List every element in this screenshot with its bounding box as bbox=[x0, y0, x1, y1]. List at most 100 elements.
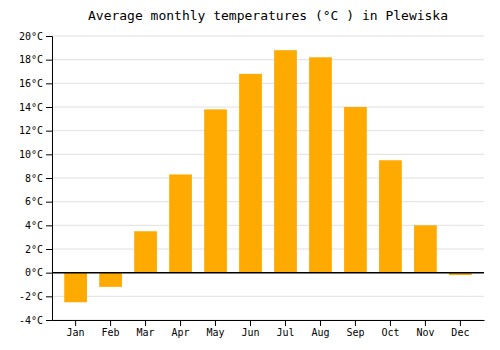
bar bbox=[239, 74, 262, 273]
y-tick-mark bbox=[46, 178, 52, 179]
y-tick-label: 16°C bbox=[19, 78, 43, 89]
y-tick-label: 12°C bbox=[19, 125, 43, 136]
x-tick: Mar bbox=[137, 320, 155, 338]
grid-line bbox=[52, 107, 484, 108]
y-tick: 14°C bbox=[19, 102, 52, 113]
y-tick-label: 4°C bbox=[25, 220, 43, 231]
grid-line bbox=[52, 154, 484, 155]
y-tick: -4°C bbox=[19, 315, 52, 326]
y-tick-label: -2°C bbox=[19, 291, 43, 302]
y-tick-mark bbox=[46, 273, 52, 274]
y-tick-mark bbox=[46, 202, 52, 203]
x-tick: May bbox=[206, 320, 224, 338]
y-tick-label: 10°C bbox=[19, 149, 43, 160]
x-tick: Nov bbox=[416, 320, 434, 338]
grid-line bbox=[52, 59, 484, 60]
grid-line bbox=[52, 320, 484, 321]
x-tick-mark bbox=[110, 320, 111, 326]
x-tick-mark bbox=[75, 320, 76, 326]
y-tick-mark bbox=[46, 296, 52, 297]
x-tick: Jun bbox=[241, 320, 259, 338]
bar bbox=[64, 273, 87, 303]
y-tick-label: -4°C bbox=[19, 315, 43, 326]
x-tick-label: Mar bbox=[137, 327, 155, 338]
y-tick: 16°C bbox=[19, 78, 52, 89]
bars bbox=[64, 50, 472, 302]
x-tick-mark bbox=[355, 320, 356, 326]
y-tick-mark bbox=[46, 83, 52, 84]
bar bbox=[309, 57, 332, 272]
y-tick-label: 18°C bbox=[19, 54, 43, 65]
y-tick: 2°C bbox=[25, 244, 52, 255]
x-tick-label: Aug bbox=[311, 327, 329, 338]
x-tick: Feb bbox=[102, 320, 120, 338]
chart: -4°C -2°C 0°C 2°C 4°C 6°C 8°C 10°C 12°C 14°C 16°C 1… bbox=[0, 0, 500, 350]
y-tick-label: 8°C bbox=[25, 173, 43, 184]
x-tick: Sep bbox=[346, 320, 364, 338]
y-tick: -2°C bbox=[19, 291, 52, 302]
x-tick: Aug bbox=[311, 320, 329, 338]
x-tick: Jan bbox=[67, 320, 85, 338]
x-tick-label: Jan bbox=[67, 327, 85, 338]
y-tick-label: 6°C bbox=[25, 196, 43, 207]
y-tick: 12°C bbox=[19, 125, 52, 136]
bar bbox=[379, 160, 402, 272]
x-tick: Jul bbox=[276, 320, 294, 338]
x-tick-label: May bbox=[206, 327, 224, 338]
bar bbox=[274, 50, 297, 272]
y-tick-label: 2°C bbox=[25, 244, 43, 255]
x-tick-label: Sep bbox=[346, 327, 364, 338]
grid-line bbox=[52, 296, 484, 297]
bar bbox=[134, 231, 157, 272]
y-tick-mark bbox=[46, 131, 52, 132]
y-tick-mark bbox=[46, 107, 52, 108]
y-axis-line bbox=[46, 37, 53, 321]
y-tick: 18°C bbox=[19, 54, 52, 65]
x-tick: Oct bbox=[381, 320, 399, 338]
x-tick-mark bbox=[285, 320, 286, 326]
title: Average monthly temperatures (°C ) in Pl… bbox=[88, 8, 448, 23]
y-tick-label: 20°C bbox=[19, 31, 43, 42]
x-tick: Apr bbox=[172, 320, 190, 338]
y-tick-mark bbox=[46, 36, 52, 37]
grid bbox=[52, 36, 484, 320]
grid-line bbox=[52, 178, 484, 179]
x-axis: Jan Feb Mar Apr May Jun Jul Aug Sep Oct Nov Dec bbox=[53, 320, 485, 338]
y-tick: 8°C bbox=[25, 173, 52, 184]
grid-line bbox=[52, 272, 484, 273]
bar bbox=[169, 174, 192, 272]
x-tick-mark bbox=[320, 320, 321, 326]
x-tick-label: Oct bbox=[381, 327, 399, 338]
y-tick-mark bbox=[46, 60, 52, 61]
bar bbox=[414, 225, 437, 272]
x-tick-label: Jul bbox=[276, 327, 294, 338]
grid-line bbox=[52, 130, 484, 131]
y-tick: 0°C bbox=[25, 267, 52, 278]
x-axis-line bbox=[53, 320, 485, 321]
bar bbox=[99, 273, 122, 287]
y-tick-mark bbox=[46, 320, 52, 321]
x-tick-label: Nov bbox=[416, 327, 434, 338]
grid-line bbox=[52, 201, 484, 202]
y-axis: -4°C -2°C 0°C 2°C 4°C 6°C 8°C 10°C 12°C 14°C 16°C 1… bbox=[19, 31, 53, 326]
bar bbox=[204, 109, 227, 272]
x-tick-label: Apr bbox=[172, 327, 190, 338]
x-tick-mark bbox=[180, 320, 181, 326]
x-tick-mark bbox=[215, 320, 216, 326]
x-tick-label: Jun bbox=[241, 327, 259, 338]
grid-line bbox=[52, 36, 484, 37]
y-tick: 20°C bbox=[19, 31, 52, 42]
y-tick: 6°C bbox=[25, 196, 52, 207]
x-tick-mark bbox=[250, 320, 251, 326]
y-tick-label: 0°C bbox=[25, 267, 43, 278]
x-tick-label: Feb bbox=[102, 327, 120, 338]
x-tick-mark bbox=[145, 320, 146, 326]
x-tick-mark bbox=[460, 320, 461, 326]
grid-line bbox=[52, 83, 484, 84]
y-tick-mark bbox=[46, 225, 52, 226]
y-tick-mark bbox=[46, 154, 52, 155]
x-tick-label: Dec bbox=[451, 327, 469, 338]
bar bbox=[344, 107, 367, 273]
zero-line bbox=[52, 272, 484, 274]
plot-area: -4°C -2°C 0°C 2°C 4°C 6°C 8°C 10°C 12°C 14°C 16°C 1… bbox=[19, 31, 485, 338]
